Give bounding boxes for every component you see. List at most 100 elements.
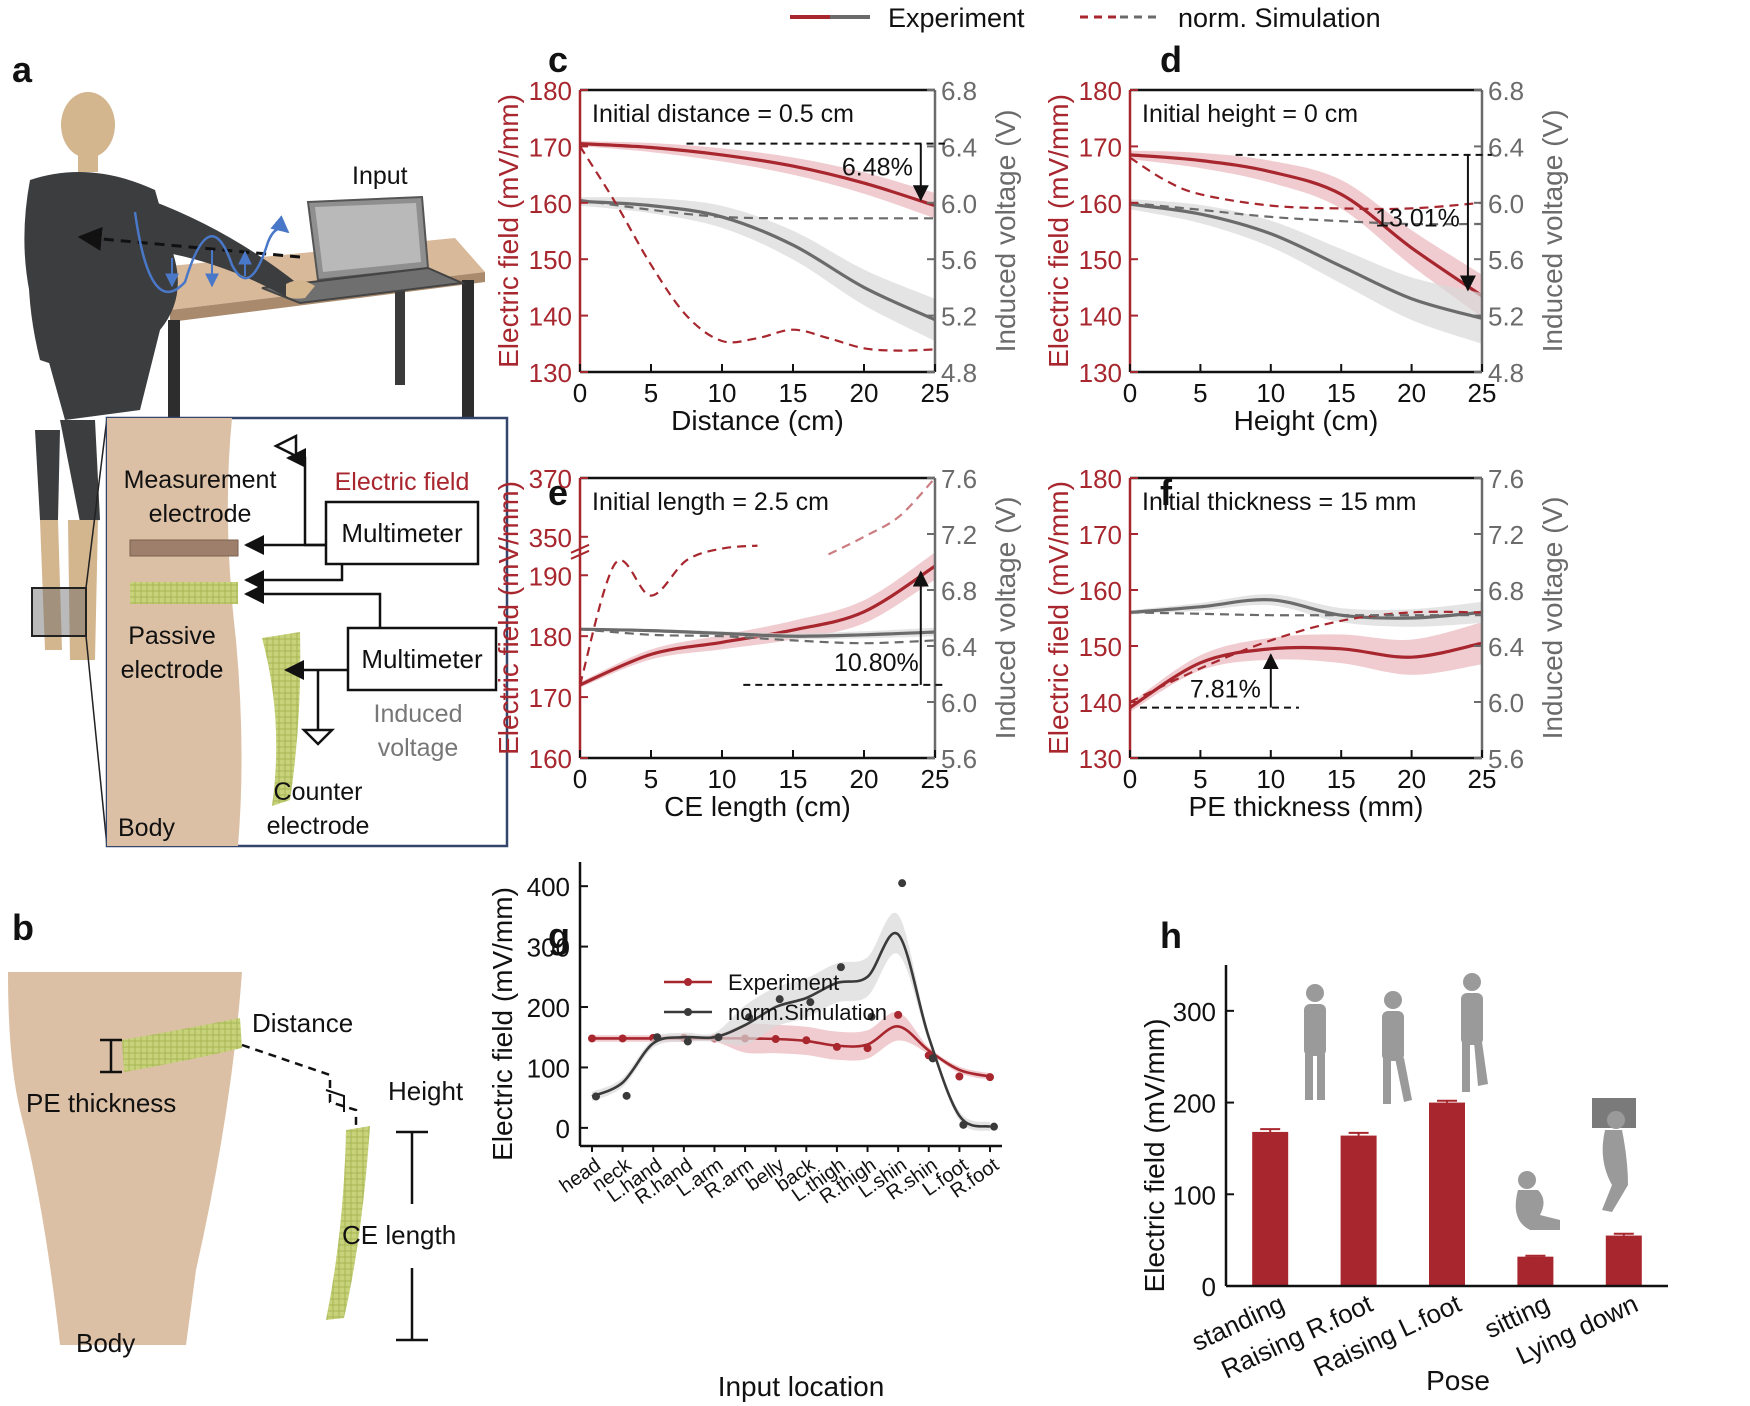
- xtick-label-d-0: 0: [1123, 378, 1137, 408]
- series-f-3-seg0: [1129, 611, 1482, 617]
- ytick-label-d-1: 140: [1079, 302, 1122, 332]
- g-legend-dot-0: [684, 978, 692, 986]
- label-counter-electrode-1: Counter: [274, 778, 363, 806]
- label-distance: Distance: [252, 1008, 353, 1038]
- pose-lying-down-icon: [1592, 1098, 1636, 1212]
- panel-label-e: e: [548, 472, 568, 513]
- y2tick-label-c-3: 6.0: [941, 189, 977, 219]
- h-ytick-label-1: 100: [1173, 1180, 1216, 1210]
- chart-title-c: Initial distance = 0.5 cm: [592, 100, 854, 128]
- point-g-0-8: [832, 1042, 841, 1051]
- xlabel-c: Distance (cm): [671, 405, 844, 436]
- series-d-1-seg0: [1129, 202, 1483, 320]
- ylabel-c: Electric field (mV/mm): [493, 94, 524, 368]
- band-d-0: [1130, 150, 1482, 317]
- xtick-label-f-5: 25: [1468, 764, 1497, 794]
- point-g-1-0: [592, 1092, 600, 1101]
- label-body-b: Body: [76, 1328, 135, 1358]
- series-d-3-seg0: [1129, 201, 1483, 226]
- charts-layer: 0 5 10 15 20 251301401501601701804.85.25.66.0…: [487, 76, 1668, 1402]
- xtick-label-d-4: 20: [1397, 378, 1426, 408]
- bar-h-2: [1429, 1102, 1465, 1286]
- ytick-label-e-1: 170: [529, 683, 572, 713]
- xtick-label-d-2: 10: [1256, 378, 1285, 408]
- annot-label-f: 7.81%: [1190, 676, 1261, 704]
- xtick-label-c-4: 20: [850, 378, 879, 408]
- label-height: Height: [388, 1076, 464, 1106]
- ytick-label-d-4: 170: [1079, 132, 1122, 162]
- xtick-label-c-2: 10: [708, 378, 737, 408]
- label-counter-electrode-2: electrode: [267, 812, 370, 840]
- ytick-label-f-2: 150: [1079, 632, 1122, 662]
- xtick-label-c-5: 25: [921, 378, 950, 408]
- ytick-label-e-2: 180: [529, 622, 572, 652]
- bar-h-4: [1605, 1235, 1642, 1286]
- panel-label-h: h: [1160, 915, 1182, 956]
- y2label-c: Induced voltage (V): [990, 110, 1021, 353]
- ytick-label-f-1: 140: [1079, 688, 1122, 718]
- xlabel-e: CE length (cm): [664, 791, 851, 822]
- g-legend-label-0: Experiment: [728, 970, 839, 995]
- chart-title-f: Initial thickness = 15 mm: [1142, 488, 1416, 516]
- xtick-label-e-3: 15: [779, 764, 808, 794]
- panel-label-a: a: [12, 49, 33, 90]
- y2tick-label-e-3: 6.8: [941, 576, 977, 606]
- y2tick-label-f-0: 5.6: [1488, 744, 1524, 774]
- g-ytick-label-0: 0: [556, 1114, 570, 1144]
- ytick-label-c-0: 130: [529, 358, 572, 388]
- point-g-1-10: [898, 879, 907, 888]
- band-e-0: [580, 552, 935, 688]
- y2tick-label-c-1: 5.2: [941, 302, 977, 332]
- pose-silhouettes: [1304, 973, 1636, 1230]
- ytick-label-c-3: 160: [529, 189, 572, 219]
- g-ytick-label-1: 100: [527, 1053, 570, 1083]
- chart-f: 0 5 10 15 20 25 130 140 150 160 170 180 5.6 6.0 6.4 6.8…: [1043, 464, 1568, 822]
- pose-sitting-icon: [1515, 1171, 1560, 1230]
- annot-label-d: 13.01%: [1375, 204, 1460, 232]
- point-g-0-12: [955, 1072, 964, 1081]
- bar-h-1: [1340, 1135, 1377, 1286]
- xtick-label-e-5: 25: [921, 764, 950, 794]
- y2tick-label-d-5: 6.8: [1488, 76, 1524, 106]
- ytick-label-c-5: 180: [529, 76, 572, 106]
- series-c-1-seg0: [579, 199, 936, 322]
- chart-c: 0 5 10 15 20 25 130 140 150 160 170 180 4.8 5.2 5.6 6.0…: [493, 76, 1021, 436]
- top-legend: Experiment norm. Simulation: [790, 3, 1381, 33]
- y2tick-label-e-2: 6.4: [941, 632, 977, 662]
- ylabel-f: Electric field (mV/mm): [1043, 481, 1074, 755]
- point-g-1-13: [990, 1122, 998, 1131]
- y2tick-label-c-0: 4.8: [941, 358, 977, 388]
- xtick-label-e-0: 0: [573, 764, 587, 794]
- point-g-0-0: [588, 1034, 596, 1043]
- pose-standing-icon: [1304, 984, 1326, 1100]
- label-electric-field: Electric field: [335, 468, 470, 496]
- xtick-label-f-3: 15: [1327, 764, 1356, 794]
- bar-h-3: [1517, 1256, 1554, 1286]
- panel-label-f: f: [1160, 472, 1173, 513]
- series-f-2-seg0: [1129, 610, 1483, 703]
- multimeter-label-1: Multimeter: [341, 518, 463, 548]
- label-input: Input: [352, 162, 408, 190]
- xtick-label-c-1: 5: [644, 378, 658, 408]
- point-g-0-6: [771, 1035, 780, 1044]
- point-g-0-9: [863, 1044, 872, 1053]
- bar-h-0: [1252, 1131, 1289, 1286]
- ytick-label-d-0: 130: [1079, 358, 1122, 388]
- series-c-0-seg0: [579, 142, 936, 208]
- y2label-d: Induced voltage (V): [1537, 110, 1568, 353]
- panel-label-g: g: [548, 915, 570, 956]
- y2tick-label-e-0: 5.6: [941, 744, 977, 774]
- point-g-1-8: [836, 963, 845, 972]
- y2tick-label-d-2: 5.6: [1488, 245, 1524, 275]
- panel-a-illustration: Input Multimeter Multimeter Measurement …: [24, 92, 509, 848]
- xtick-label-d-3: 15: [1327, 378, 1356, 408]
- h-xlabel: Pose: [1426, 1365, 1490, 1396]
- series-d-2-seg0: [1129, 156, 1483, 211]
- y2tick-label-f-5: 7.6: [1488, 464, 1524, 494]
- ylabel-d: Electric field (mV/mm): [1043, 94, 1074, 368]
- xtick-label-f-2: 10: [1256, 764, 1285, 794]
- xtick-label-d-5: 25: [1468, 378, 1497, 408]
- y2tick-label-e-1: 6.0: [941, 688, 977, 718]
- ytick-label-f-3: 160: [1079, 576, 1122, 606]
- h-ytick-label-0: 0: [1202, 1272, 1216, 1302]
